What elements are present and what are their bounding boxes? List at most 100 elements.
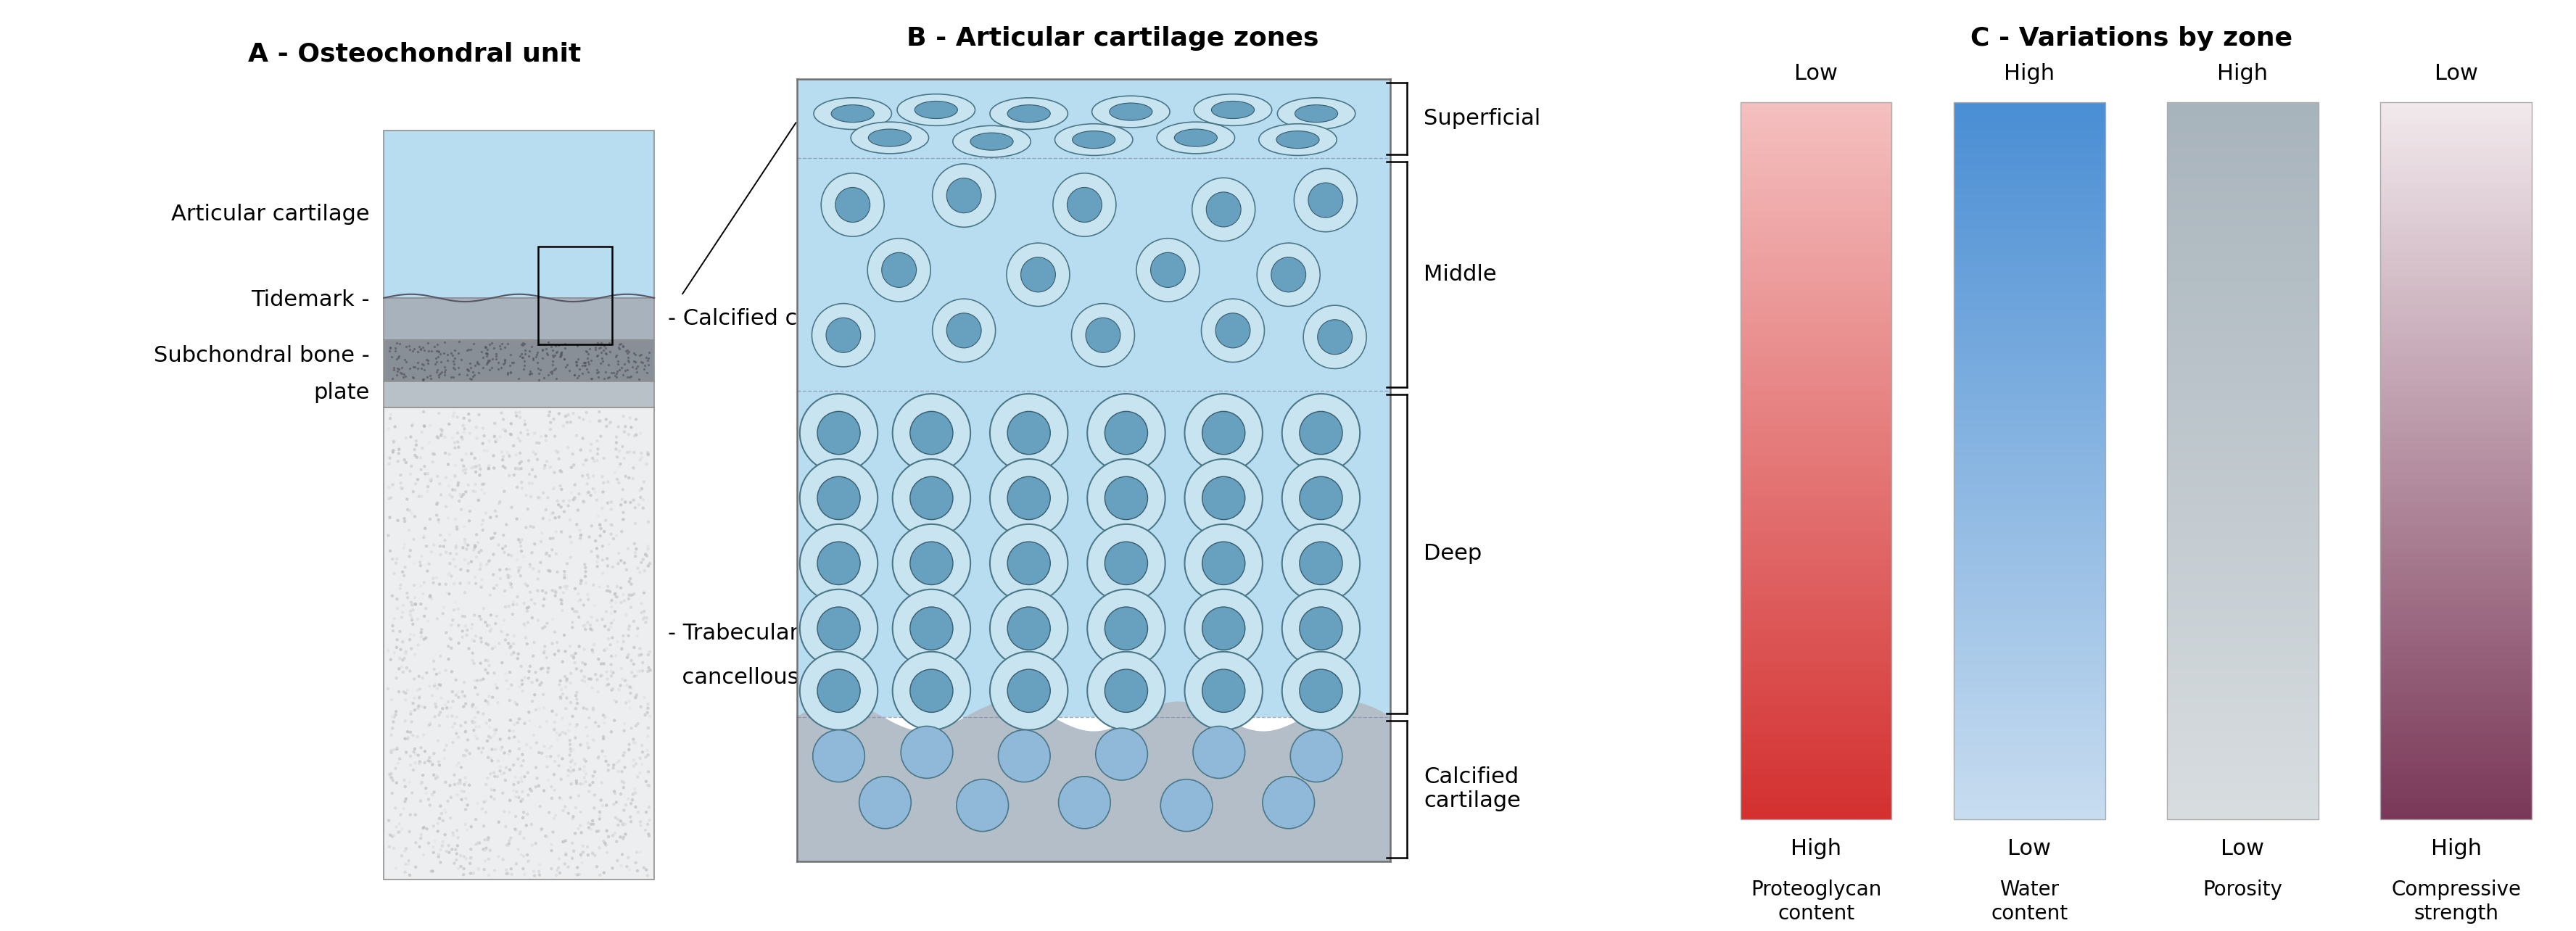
Point [544,493,585,508]
Point [551,485,592,500]
Point [544,726,585,741]
Point [389,664,430,679]
Ellipse shape [1206,192,1242,227]
Point [435,688,477,703]
Point [500,475,541,490]
Point [469,461,510,476]
Point [474,526,515,541]
Point [526,650,567,665]
Point [567,740,608,755]
Point [629,748,670,762]
Point [507,426,549,441]
Point [474,678,515,693]
Point [407,344,448,358]
Point [626,774,667,789]
Point [487,518,528,533]
Point [585,754,626,769]
Point [574,453,616,468]
Point [574,848,616,863]
Point [479,636,520,651]
Point [556,685,598,700]
Point [389,543,430,558]
Point [420,678,461,693]
Point [526,760,567,775]
Point [464,428,505,443]
Point [448,556,489,571]
Point [404,600,446,615]
Ellipse shape [1298,412,1342,454]
Point [451,842,492,857]
Point [590,365,631,380]
Point [536,725,577,740]
Point [531,531,572,546]
Point [451,632,492,647]
Point [531,415,572,430]
Point [554,801,595,816]
Point [489,347,531,362]
Point [582,343,623,358]
Point [477,609,518,624]
Text: Low: Low [1795,62,1837,84]
Point [440,562,482,577]
Point [544,834,585,849]
Point [613,641,654,655]
Point [464,477,505,492]
Point [410,473,451,488]
Point [425,827,466,842]
Point [446,343,487,358]
Point [428,845,469,860]
Point [422,606,464,621]
Point [399,668,440,683]
Point [513,351,554,366]
Point [389,523,430,538]
Point [368,480,410,495]
Point [510,560,551,574]
Point [549,768,590,783]
Point [505,488,546,503]
Point [371,653,412,668]
Point [608,350,649,365]
Point [559,531,600,546]
Point [428,587,469,601]
Point [564,356,605,371]
Point [585,836,626,851]
Point [536,635,577,650]
Point [474,546,515,561]
Point [371,743,412,758]
Point [440,760,482,775]
Point [420,806,461,821]
Point [626,548,667,563]
Ellipse shape [1007,477,1051,519]
Point [549,550,590,565]
Point [629,708,670,723]
Point [492,548,533,563]
Point [451,653,492,668]
Point [417,612,459,627]
Point [428,567,469,582]
Point [611,495,652,510]
Ellipse shape [1283,394,1360,472]
Point [500,659,541,674]
Point [443,609,484,624]
Ellipse shape [1087,652,1164,730]
Point [495,405,536,420]
Point [484,460,526,475]
Point [392,484,433,499]
Point [556,692,598,707]
Point [541,592,582,607]
Point [417,430,459,445]
Point [489,861,531,876]
Ellipse shape [1193,726,1244,778]
Point [505,670,546,685]
Ellipse shape [1007,669,1051,712]
Point [600,830,641,844]
Point [438,788,479,803]
Point [569,784,611,799]
Point [489,833,531,848]
Ellipse shape [1059,776,1110,829]
Point [412,864,453,879]
Point [428,794,469,809]
Point [438,435,479,450]
Point [497,565,538,580]
Point [590,657,631,672]
